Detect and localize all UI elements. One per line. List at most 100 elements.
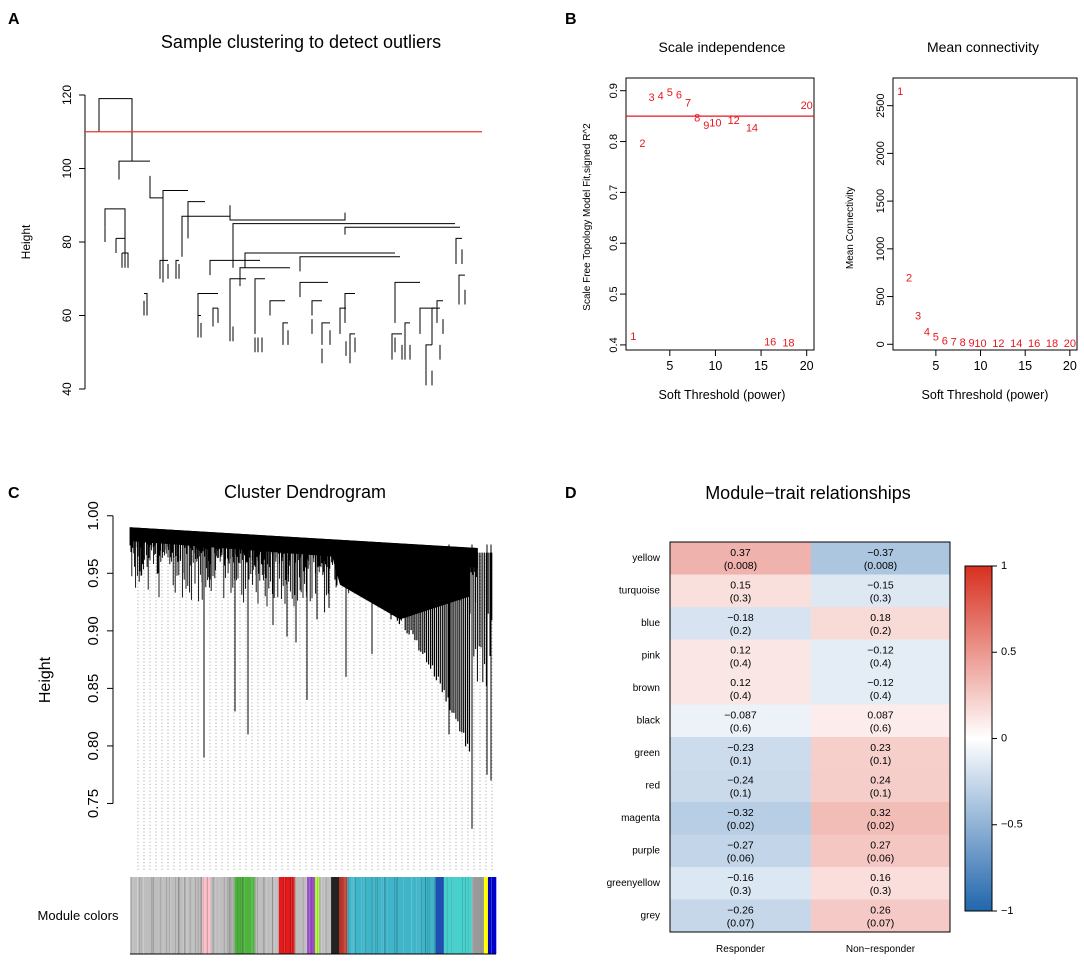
panel-a-dendrogram-link <box>455 237 462 257</box>
panel-c-dendrogram <box>129 527 493 829</box>
panel-d-row-label-yellow: yellow <box>632 553 661 564</box>
panel-b1-point: 7 <box>685 97 691 109</box>
panel-c-colorbar-stripe <box>243 877 245 954</box>
panel-c-colorbar-stripe <box>442 877 444 954</box>
panel-c-colorbar-stripe <box>189 877 191 954</box>
panel-c-colorbar-stripe <box>153 877 154 954</box>
panel-a-dendrogram-link <box>349 333 355 353</box>
panel-c-colorbar-stripe <box>491 877 492 954</box>
panel-d-row-label-grey: grey <box>641 910 660 921</box>
panel-d-legend-label: −1 <box>1001 905 1014 917</box>
panel-c-module-color-grey <box>471 877 485 954</box>
panel-c-colorbar-stripe <box>184 877 185 954</box>
panel-b2-point: 18 <box>1046 338 1058 350</box>
panel-d-row-label-blue: blue <box>641 618 660 629</box>
panel-d-row-label-turquoise: turquoise <box>619 585 661 596</box>
panel-c-colorbar-stripe <box>273 877 275 954</box>
panel-b1-y-tick-label: 0.5 <box>608 286 620 301</box>
panel-d-cell <box>811 639 950 672</box>
panel-a-dendrogram-link <box>344 292 355 323</box>
panel-a-dendrogram-link <box>229 278 246 334</box>
panel-b2-x-label: Soft Threshold (power) <box>922 388 1049 402</box>
panel-c-colorbar-stripe <box>394 877 396 954</box>
panel-d-cell <box>670 769 811 802</box>
panel-b-mean-connectivity: Mean connectivity Soft Threshold (power)… <box>845 39 1078 402</box>
panel-c-module-color-purple <box>306 877 316 954</box>
panel-c-colorbar-stripe <box>491 877 492 954</box>
panel-c-colorbar-stripe <box>195 877 196 954</box>
panel-a-dendrogram-link <box>431 307 440 345</box>
panel-d-cell <box>811 672 950 705</box>
panel-b1-x-tick-label: 20 <box>800 359 814 373</box>
panel-c-colorbar-stripe <box>179 877 181 954</box>
panel-d-cell <box>811 867 950 900</box>
panel-d-cell-pvalue: (0.6) <box>730 723 752 735</box>
panel-c-colorbar-stripe <box>255 877 256 954</box>
panel-c-colorbar-stripe <box>314 877 315 954</box>
panel-b1-point: 8 <box>694 113 700 125</box>
panel-d-cell-pvalue: (0.2) <box>730 625 752 637</box>
panel-d-cell <box>811 542 950 575</box>
panel-c-module-color-green <box>234 877 255 954</box>
panel-c-colorbar-stripe <box>418 877 420 954</box>
panel-d-cell-pvalue: (0.1) <box>870 755 892 767</box>
panel-c-module-color-greenyellow <box>315 877 320 954</box>
panel-c-cluster-dendrogram: Cluster Dendrogram Height 0.750.800.850.… <box>37 482 497 955</box>
panel-a-dendrogram-link <box>104 208 126 254</box>
panel-b1-point: 9 <box>703 120 709 132</box>
panel-d-cell <box>670 834 811 867</box>
panel-c-colorbar-stripe <box>272 877 273 954</box>
panel-c-colorbar-stripe <box>151 877 152 954</box>
panel-c-colorbar-stripe <box>345 877 346 954</box>
panel-d-column-label: Non−responder <box>846 944 916 955</box>
panel-c-colorbar-stripe <box>263 877 265 954</box>
panel-d-cell-pvalue: (0.2) <box>870 625 892 637</box>
panel-d-cell-value: 0.23 <box>870 742 891 754</box>
panel-c-colorbar-stripe <box>325 877 327 954</box>
panel-d-cell-pvalue: (0.02) <box>867 820 894 832</box>
panel-c-colorbar-stripe <box>256 877 258 954</box>
panel-a-dendrogram-link <box>339 307 346 334</box>
panel-c-colorbar-stripe <box>187 877 188 954</box>
panel-c-colorbar-stripe <box>251 877 253 954</box>
panel-d-column-label: Responder <box>716 944 766 955</box>
panel-c-colorbar-stripe <box>230 877 231 954</box>
panel-c-colorbar-stripe <box>256 877 258 954</box>
panel-d-cell-value: −0.26 <box>727 905 754 917</box>
panel-a-dendrogram-link <box>209 259 260 276</box>
panel-c-colorbar-stripe <box>381 877 383 954</box>
panel-c-colorbar-stripe <box>451 877 453 954</box>
panel-d-cell-pvalue: (0.1) <box>730 755 752 767</box>
panel-b2-y-tick-label: 2500 <box>875 93 887 117</box>
panel-c-colorbar-stripe <box>467 877 469 954</box>
panel-d-cell-value: −0.087 <box>724 710 757 722</box>
panel-a-dendrogram-link <box>118 160 150 180</box>
panel-a-dendrogram-link <box>232 223 455 268</box>
panel-c-colorbar-stripe <box>376 877 378 954</box>
panel-a-title: Sample clustering to detect outliers <box>161 32 441 52</box>
panel-c-colorbar-stripe <box>291 877 293 954</box>
panel-c-colorbar-stripe <box>294 877 296 954</box>
panel-d-cell-value: −0.12 <box>867 677 894 689</box>
panel-d-cell <box>670 704 811 737</box>
panel-d-title: Module−trait relationships <box>705 483 911 503</box>
panel-d-legend-bar <box>964 565 993 912</box>
panel-b2-point: 14 <box>1010 338 1022 350</box>
panel-a-dendrogram-link <box>254 278 265 334</box>
panel-d-row-label-red: red <box>646 780 660 791</box>
panel-c-colorbar-stripe <box>352 877 354 954</box>
panel-b2-y-label: Mean Connectivity <box>845 187 856 269</box>
panel-d-cell-pvalue: (0.3) <box>730 593 752 605</box>
panel-b2-point: 8 <box>960 337 966 349</box>
panel-c-colorbar-stripe <box>295 877 296 954</box>
panel-letter-b: B <box>565 11 577 28</box>
panel-c-colorbar-stripe <box>293 877 295 954</box>
panel-c-colorbar-stripe <box>343 877 345 954</box>
panel-d-cell-value: 0.32 <box>870 807 891 819</box>
panel-c-colorbar-stripe <box>311 877 312 954</box>
panel-b1-point: 4 <box>658 91 664 103</box>
panel-d-row-label-black: black <box>637 715 661 726</box>
panel-c-colorbar-stripe <box>340 877 342 954</box>
